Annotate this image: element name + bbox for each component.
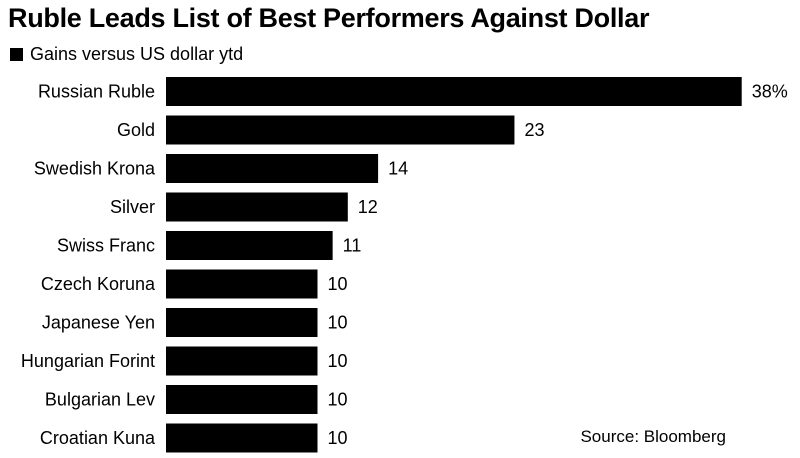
bar-silver (166, 192, 348, 222)
value-label: 12 (358, 197, 378, 217)
bar-hungarian-forint (166, 346, 318, 376)
bar-swedish-krona (166, 154, 379, 183)
value-label: 10 (328, 428, 348, 448)
legend: Gains versus US dollar ytd (10, 44, 243, 65)
bar-croatian-kuna (166, 423, 318, 453)
value-label: 10 (328, 351, 348, 371)
value-label: 38% (752, 82, 788, 102)
value-label: 14 (388, 159, 408, 179)
legend-swatch (10, 48, 23, 61)
category-label: Czech Koruna (41, 274, 156, 294)
category-label: Swedish Krona (34, 159, 156, 179)
value-label: 10 (328, 274, 348, 294)
category-label: Silver (110, 197, 155, 217)
bar-japanese-yen (166, 308, 318, 337)
value-label: 11 (343, 236, 362, 256)
value-label: 10 (328, 313, 348, 333)
bar-gold (166, 115, 515, 145)
category-label: Croatian Kuna (40, 428, 156, 448)
bars-layer: Russian Ruble 38% Gold 23 Swedish Krona 14 Sil… (21, 77, 788, 453)
value-label: 23 (524, 120, 544, 140)
bar-czech-koruna (166, 269, 318, 299)
category-label: Swiss Franc (57, 236, 155, 256)
category-label: Russian Ruble (38, 82, 155, 102)
chart-title: Ruble Leads List of Best Performers Agai… (8, 3, 650, 33)
bar-russian-ruble (166, 77, 742, 106)
category-label: Japanese Yen (42, 313, 155, 333)
bar-bulgarian-lev (166, 385, 318, 414)
category-label: Bulgarian Lev (45, 390, 155, 410)
source-note: Source: Bloomberg (580, 427, 726, 446)
value-label: 10 (328, 390, 348, 410)
legend-label: Gains versus US dollar ytd (30, 44, 244, 64)
category-label: Gold (117, 120, 155, 140)
bar-swiss-franc (166, 231, 333, 260)
category-label: Hungarian Forint (21, 351, 155, 371)
